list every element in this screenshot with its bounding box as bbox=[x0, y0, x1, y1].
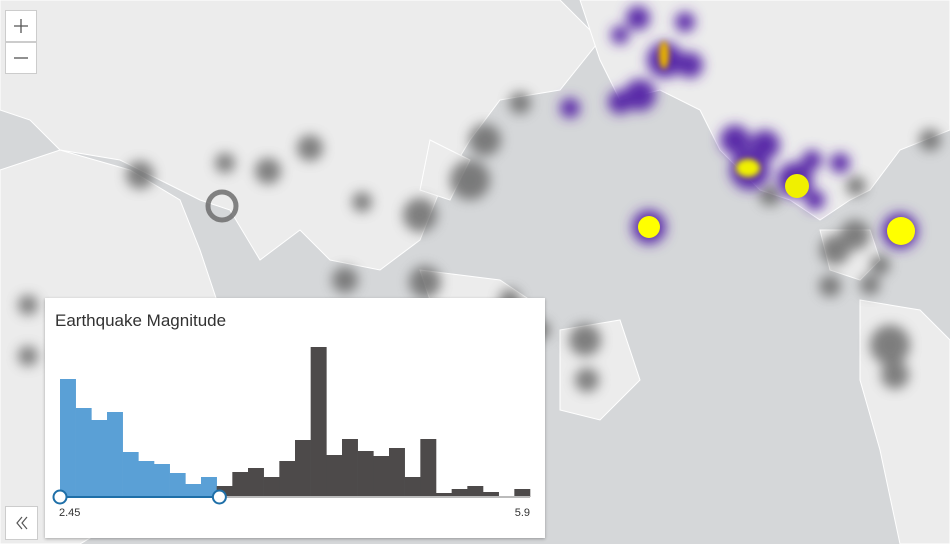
histogram-bar bbox=[185, 484, 202, 497]
histogram-panel: Earthquake Magnitude 2.45 5.9 bbox=[45, 298, 545, 538]
zoom-in[interactable] bbox=[5, 10, 37, 42]
histogram-bar bbox=[483, 492, 499, 497]
heat-ring bbox=[205, 189, 239, 223]
histogram-bar bbox=[60, 379, 76, 497]
histogram-bar bbox=[420, 439, 437, 497]
histogram-bar bbox=[154, 464, 170, 497]
histogram: 2.45 5.9 bbox=[52, 347, 531, 519]
histogram-bar bbox=[232, 472, 249, 497]
histogram-title: Earthquake Magnitude bbox=[55, 311, 227, 330]
histogram-bar bbox=[107, 412, 123, 497]
histogram-bar bbox=[122, 452, 139, 497]
histogram-bar bbox=[357, 451, 374, 497]
histogram-bar bbox=[263, 477, 280, 497]
histogram-bar bbox=[216, 486, 233, 497]
range-max-label: 5.9 bbox=[515, 507, 530, 519]
range-min-label: 2.45 bbox=[59, 507, 80, 519]
slider-handle-min[interactable] bbox=[52, 489, 68, 505]
histogram-bar bbox=[404, 477, 421, 497]
histogram-bar bbox=[373, 456, 390, 497]
histogram-bar bbox=[138, 461, 155, 497]
histogram-bar bbox=[201, 477, 217, 497]
zoom-out[interactable] bbox=[5, 42, 37, 74]
histogram-bar bbox=[279, 461, 296, 497]
histogram-bar bbox=[467, 486, 484, 497]
heat-hot bbox=[638, 41, 915, 245]
collapse-icon bbox=[16, 516, 28, 530]
histogram-bar bbox=[248, 468, 264, 497]
histogram-bar bbox=[436, 493, 452, 497]
histogram-bar bbox=[514, 489, 531, 497]
zoom-out-icon bbox=[14, 57, 28, 59]
heat-cold bbox=[18, 92, 941, 392]
histogram-bar bbox=[169, 473, 186, 497]
histogram-bar bbox=[342, 439, 358, 497]
zoom-in-icon bbox=[14, 19, 28, 33]
slider-handle-max[interactable] bbox=[211, 489, 227, 505]
histogram-bar bbox=[326, 455, 343, 497]
histogram-bar bbox=[310, 347, 327, 497]
histogram-bar bbox=[75, 408, 92, 497]
histogram-bar bbox=[91, 420, 108, 497]
collapse-button[interactable] bbox=[5, 506, 38, 540]
histogram-bar bbox=[295, 440, 311, 497]
histogram-bar bbox=[389, 448, 405, 497]
histogram-bar bbox=[451, 489, 468, 497]
